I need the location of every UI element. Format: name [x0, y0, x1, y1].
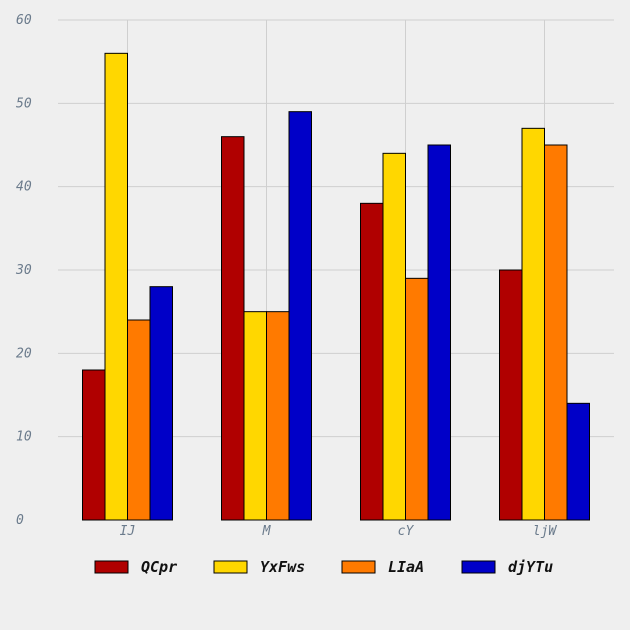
bar-YxFws-IJ: [104, 52, 128, 521]
legend-swatch: [461, 560, 496, 574]
y-axis-ticks: 0 10 20 30 40 50 60: [15, 13, 32, 528]
legend-label: YxFws: [260, 558, 305, 576]
legend-item: YxFws: [213, 558, 305, 576]
legend-swatch: [341, 560, 376, 574]
y-tick-label: 60: [16, 13, 32, 28]
x-tick-label: ljW: [533, 524, 558, 539]
y-tick-label: 20: [16, 346, 32, 361]
x-tick-label: IJ: [120, 524, 136, 539]
y-tick-label: 0: [16, 513, 24, 528]
bar-LIaA-M: [266, 311, 290, 521]
bar-djYTu-cY: [427, 144, 451, 521]
bar-LIaA-cY: [405, 277, 429, 521]
bar-LIaA-IJ: [127, 319, 151, 521]
y-tick-label: 10: [16, 430, 32, 445]
bar-QCpr-IJ: [82, 369, 106, 521]
bars: [82, 52, 590, 521]
bar-djYTu-M: [288, 111, 312, 521]
bar-QCpr-ljW: [499, 269, 523, 521]
bar-QCpr-M: [221, 136, 245, 521]
bar-djYTu-IJ: [149, 286, 173, 521]
bar-LIaA-ljW: [544, 144, 568, 521]
bar-djYTu-ljW: [566, 402, 590, 521]
legend: QCpr YxFws LIaA djYTu: [94, 558, 553, 576]
y-tick-label: 50: [16, 96, 32, 111]
legend-label: LIaA: [388, 558, 424, 576]
legend-label: djYTu: [508, 558, 553, 576]
bar-YxFws-M: [243, 311, 267, 521]
y-tick-label: 40: [16, 180, 32, 195]
bar-QCpr-cY: [360, 202, 384, 521]
legend-item: LIaA: [341, 558, 424, 576]
legend-item: QCpr: [94, 558, 177, 576]
bar-YxFws-ljW: [521, 127, 545, 521]
bar-YxFws-cY: [382, 152, 406, 521]
legend-swatch: [94, 560, 129, 574]
x-tick-label: cY: [398, 524, 415, 539]
y-tick-label: 30: [15, 263, 32, 278]
legend-swatch: [213, 560, 248, 574]
legend-item: djYTu: [461, 558, 553, 576]
x-tick-label: M: [262, 524, 272, 539]
legend-label: QCpr: [141, 558, 177, 576]
